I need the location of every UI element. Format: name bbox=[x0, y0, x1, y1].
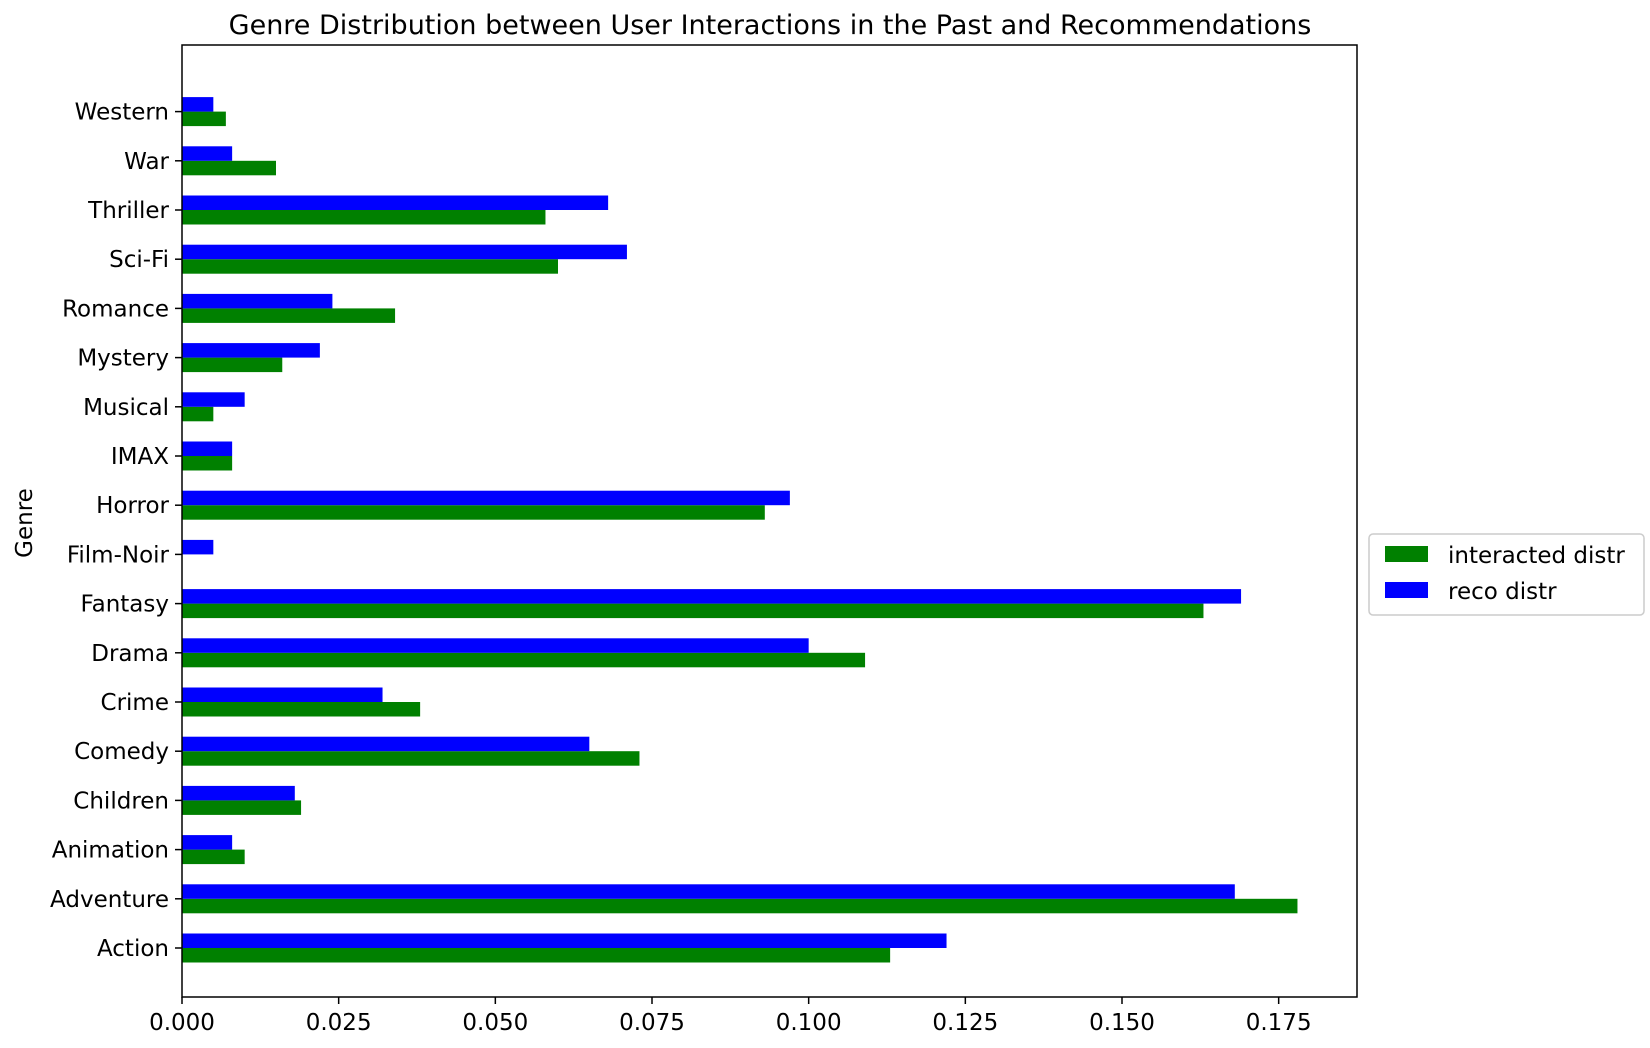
bar-crime-interacted bbox=[182, 702, 421, 717]
bar-children-interacted bbox=[182, 800, 302, 815]
legend-frame bbox=[1368, 533, 1645, 616]
bar-film-noir-reco bbox=[182, 539, 214, 555]
chart-title: Genre Distribution between User Interact… bbox=[229, 10, 1312, 41]
y-tick-label-animation: Animation bbox=[52, 838, 169, 864]
y-tick-label-horror: Horror bbox=[96, 493, 169, 519]
x-tick-label: 0.100 bbox=[776, 1010, 842, 1036]
bar-action-reco bbox=[182, 933, 947, 948]
y-tick-label-drama: Drama bbox=[91, 641, 169, 667]
legend: interacted distr reco distr bbox=[1368, 533, 1645, 616]
y-axis: Action Adventure Animation Children Comedy Cr… bbox=[50, 100, 182, 962]
y-tick-label-children: Children bbox=[73, 788, 169, 814]
y-tick-label-mystery: Mystery bbox=[77, 346, 169, 372]
bar-musical-reco bbox=[182, 392, 245, 407]
bar-war-reco bbox=[182, 146, 233, 161]
legend-swatch-interacted bbox=[1385, 546, 1428, 562]
bar-musical-interacted bbox=[182, 406, 214, 422]
bar-thriller-interacted bbox=[182, 210, 546, 225]
x-tick-label: 0.025 bbox=[306, 1010, 372, 1036]
y-tick-label-action: Action bbox=[97, 936, 169, 962]
bar-comedy-reco bbox=[182, 736, 590, 752]
bar-animation-interacted bbox=[182, 849, 245, 865]
bar-horror-interacted bbox=[182, 505, 765, 520]
bar-comedy-interacted bbox=[182, 751, 640, 766]
legend-swatch-reco bbox=[1385, 582, 1428, 598]
y-tick-label-imax: IMAX bbox=[111, 444, 169, 470]
bar-western-interacted bbox=[182, 111, 226, 127]
bar-fantasy-interacted bbox=[182, 603, 1204, 619]
bar-children-reco bbox=[182, 785, 295, 801]
bar-sci-fi-interacted bbox=[182, 259, 558, 274]
bar-romance-reco bbox=[182, 293, 333, 309]
y-tick-label-thriller: Thriller bbox=[87, 198, 169, 224]
x-tick-label: 0.000 bbox=[149, 1010, 215, 1036]
x-tick-label: 0.050 bbox=[462, 1010, 528, 1036]
bar-thriller-reco bbox=[182, 195, 609, 210]
bar-imax-interacted bbox=[182, 456, 233, 471]
bar-crime-reco bbox=[182, 687, 383, 702]
y-tick-label-western: Western bbox=[75, 100, 169, 126]
bar-drama-reco bbox=[182, 638, 809, 653]
x-tick-label: 0.175 bbox=[1246, 1010, 1312, 1036]
y-tick-label-sci-fi: Sci-Fi bbox=[109, 247, 169, 273]
x-tick-label: 0.150 bbox=[1089, 1010, 1155, 1036]
y-tick-label-romance: Romance bbox=[62, 296, 169, 322]
bar-war-interacted bbox=[182, 160, 276, 176]
y-axis-label: Genre bbox=[12, 488, 38, 558]
bar-horror-reco bbox=[182, 490, 790, 506]
legend-label-reco: reco distr bbox=[1448, 579, 1557, 605]
y-tick-label-comedy: Comedy bbox=[74, 739, 169, 765]
y-tick-label-musical: Musical bbox=[83, 395, 169, 421]
bar-adventure-reco bbox=[182, 884, 1235, 899]
bar-western-reco bbox=[182, 97, 214, 112]
y-tick-label-crime: Crime bbox=[101, 690, 169, 716]
bars-layer bbox=[182, 97, 1298, 963]
bar-sci-fi-reco bbox=[182, 244, 627, 260]
bar-drama-interacted bbox=[182, 652, 866, 668]
y-tick-label-adventure: Adventure bbox=[50, 887, 169, 913]
x-axis: 0.000 0.025 0.050 0.075 0.100 0.125 0.150 0.175 bbox=[149, 997, 1312, 1036]
bar-fantasy-reco bbox=[182, 589, 1242, 604]
x-tick-label: 0.125 bbox=[932, 1010, 998, 1036]
y-tick-label-war: War bbox=[124, 149, 169, 175]
plot-frame bbox=[181, 44, 1358, 998]
bar-imax-reco bbox=[182, 441, 233, 456]
bar-romance-interacted bbox=[182, 308, 396, 323]
y-tick-label-fantasy: Fantasy bbox=[81, 592, 170, 618]
bar-animation-reco bbox=[182, 835, 233, 850]
bar-action-interacted bbox=[182, 948, 891, 963]
legend-label-interacted: interacted distr bbox=[1448, 543, 1625, 569]
x-tick-label: 0.075 bbox=[619, 1010, 685, 1036]
bar-mystery-interacted bbox=[182, 357, 283, 373]
y-tick-label-film-noir: Film-Noir bbox=[67, 542, 170, 568]
bar-adventure-interacted bbox=[182, 898, 1298, 914]
bar-mystery-reco bbox=[182, 343, 320, 358]
